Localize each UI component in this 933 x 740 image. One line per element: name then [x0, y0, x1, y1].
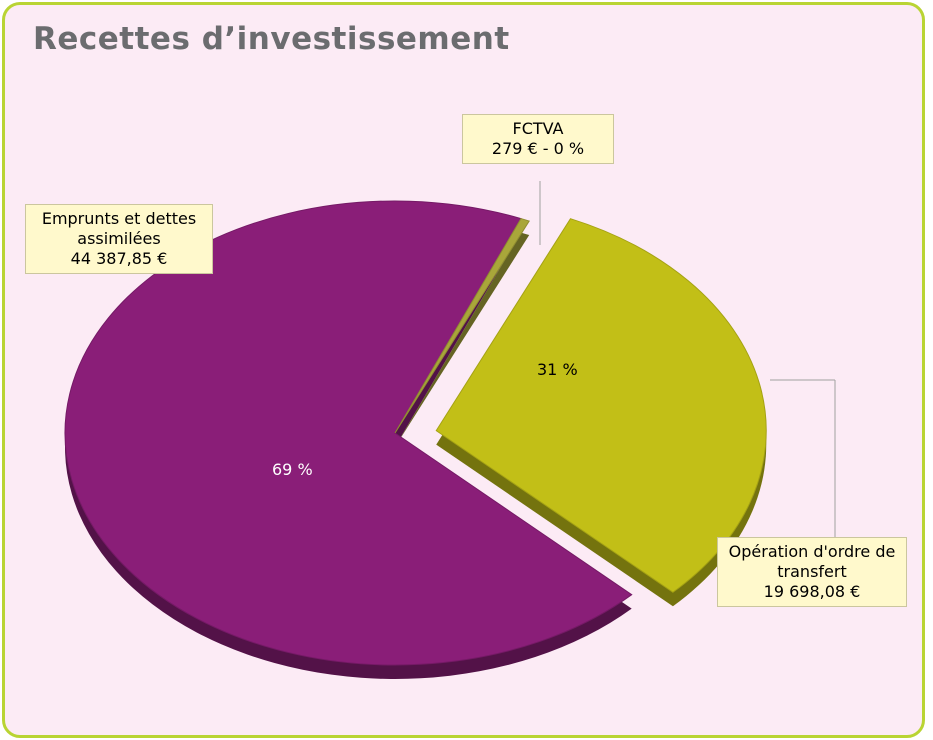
chart-title: Recettes d’investissement — [33, 21, 510, 57]
percent-label: 69 % — [272, 460, 313, 479]
slice — [64, 200, 633, 666]
category-label: Emprunts et dettes assimilées — [41, 209, 197, 248]
label-box: Emprunts et dettes assimilées 44 387,85 … — [25, 204, 213, 274]
label-box: FCTVA 279 € - 0 % — [462, 114, 614, 164]
slice-side — [395, 232, 530, 447]
value-label: 44 387,85 € — [70, 249, 168, 268]
value-label: 279 € - 0 % — [491, 139, 585, 158]
pie-chart — [64, 181, 836, 679]
slice — [394, 217, 530, 434]
category-label: Opération d'ordre de transfert — [728, 542, 896, 581]
category-label: FCTVA — [512, 119, 564, 138]
label-box: Opération d'ordre de transfert 19 698,08… — [717, 537, 907, 607]
percent-label: 31 % — [537, 360, 578, 379]
value-label: 19 698,08 € — [763, 582, 861, 601]
